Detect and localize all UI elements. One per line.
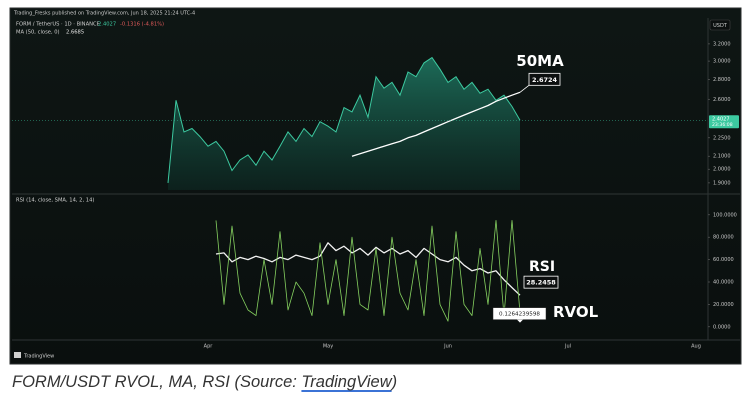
y-tick-label: 1.9000: [713, 180, 731, 186]
y-tick-label: 40.0000: [713, 280, 734, 286]
price-change: -0.1316 (-4.81%): [120, 22, 164, 28]
price-line: [167, 56, 521, 183]
y-tick-label: 2.6000: [713, 97, 731, 103]
unit-box: [709, 19, 731, 31]
y-tick-label: 2.0000: [713, 167, 731, 173]
header-ma-value: 2.6685: [66, 30, 84, 36]
chart: Trading_Fresks published on TradingView.…: [9, 7, 742, 365]
y-tick-label: 3.2000: [713, 41, 731, 47]
y-tick-label: 2.8000: [713, 77, 731, 83]
caption-end: ): [391, 373, 398, 391]
line-series: [215, 220, 521, 322]
y-tick-label: 3.0000: [713, 59, 731, 65]
callout-box: [528, 72, 561, 86]
price-tag: [709, 115, 739, 129]
header-price: 2.4027: [98, 22, 116, 28]
unit-label: USDT: [713, 23, 728, 29]
logo-icon: [14, 352, 21, 358]
line-series: [215, 242, 521, 296]
price-area: [168, 57, 520, 190]
y-tick-label: 80.0000: [713, 235, 734, 241]
y-tick-label: 100.0000: [713, 212, 737, 218]
x-tick-label: Apr: [204, 344, 214, 350]
rsi-title: RSI (14, close, SMA, 14, 2, 14): [16, 198, 94, 204]
callout-leader: [519, 85, 530, 93]
caption-link[interactable]: TradingView: [301, 373, 392, 391]
price-tag-value: 2.4027: [712, 116, 730, 122]
line-series: [351, 91, 521, 157]
y-tick-label: 2.2500: [713, 135, 731, 141]
y-tick-label: 60.0000: [713, 257, 734, 263]
y-tick-label: 2.1000: [713, 154, 731, 160]
rvol-label: RVOL: [553, 303, 599, 321]
x-tick-label: Jun: [443, 344, 452, 350]
caption-text: FORM/USDT RVOL, MA, RSI (Source:: [12, 373, 302, 391]
y-tick-label: 0.0000: [713, 324, 731, 330]
rsi-label: RSI: [529, 259, 555, 275]
callout-title: 50MA: [516, 52, 564, 70]
x-tick-label: May: [323, 344, 333, 350]
rvol-value: 0.1264239598: [499, 312, 540, 318]
callout-value: 2.6724: [532, 76, 558, 84]
rsi-value: 28.2458: [526, 279, 556, 287]
x-tick-label: Jul: [564, 344, 571, 350]
rvol-box-pointer: [517, 319, 523, 323]
ma-legend: MA (50, close, 0): [16, 30, 60, 36]
y-tick-label: 20.0000: [713, 302, 734, 308]
logo-text: TradingView: [23, 354, 54, 360]
x-tick-label: Aug: [691, 344, 701, 350]
caption: FORM/USDT RVOL, MA, RSI (Source: Trading…: [12, 373, 397, 392]
rsi-value-box: [523, 275, 559, 289]
price-tag-countdown: 23:36:08: [712, 122, 733, 128]
symbol-title: FORM / TetherUS · 1D · BINANCE: [16, 22, 100, 28]
source-line: Trading_Fresks published on TradingView.…: [13, 11, 195, 17]
